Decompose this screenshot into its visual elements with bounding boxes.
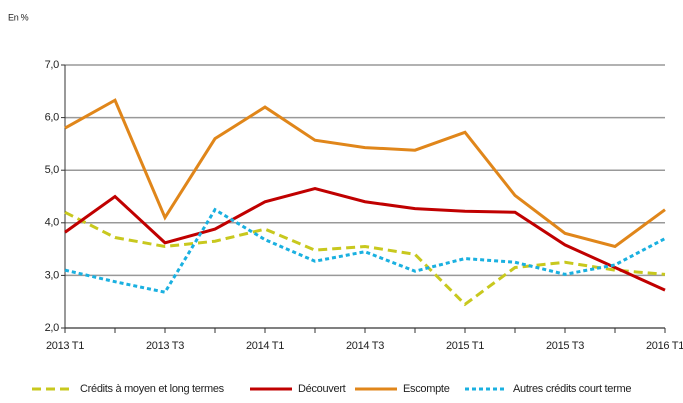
x-tick-label: 2014 T1 xyxy=(246,340,284,352)
y-tick-label: 6,0 xyxy=(45,112,60,124)
y-tick-label: 4,0 xyxy=(45,217,60,229)
y-tick-label: 3,0 xyxy=(45,269,60,281)
legend-label: Escompte xyxy=(403,383,450,395)
y-tick-label: 7,0 xyxy=(45,59,60,71)
series-line xyxy=(64,187,666,292)
y-tick-label: 2,0 xyxy=(45,322,60,334)
legend-label: Crédits à moyen et long termes xyxy=(80,383,225,395)
x-tick-label: 2013 T1 xyxy=(46,340,84,352)
legend-label: Découvert xyxy=(298,383,346,395)
x-tick-label: 2016 T1 xyxy=(646,340,683,352)
x-tick-label: 2013 T3 xyxy=(146,340,184,352)
series-line xyxy=(64,98,666,249)
legend-label: Autres crédits court terme xyxy=(513,383,631,395)
x-tick-label: 2014 T3 xyxy=(346,340,384,352)
y-axis-label: En % xyxy=(8,12,29,22)
series-line xyxy=(64,207,666,294)
series-line xyxy=(64,210,666,307)
x-tick-label: 2015 T3 xyxy=(546,340,584,352)
x-tick-label: 2015 T1 xyxy=(446,340,484,352)
y-tick-label: 5,0 xyxy=(45,164,60,176)
